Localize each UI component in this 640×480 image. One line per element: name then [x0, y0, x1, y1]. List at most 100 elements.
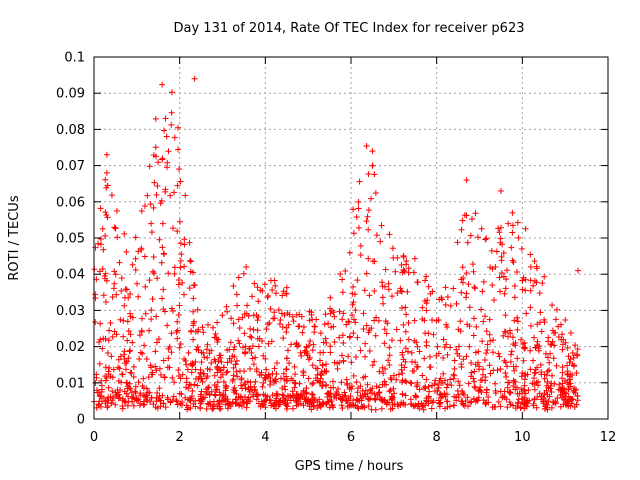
data-point [549, 372, 556, 379]
data-point [282, 386, 289, 393]
data-point [296, 380, 303, 387]
data-point [436, 399, 443, 406]
data-point [518, 386, 525, 393]
data-point [372, 406, 379, 413]
data-point [441, 405, 448, 412]
data-point [187, 258, 194, 265]
data-point [504, 267, 511, 274]
data-point [310, 341, 317, 348]
y-tick-label: 0.09 [56, 87, 85, 102]
data-point [364, 213, 371, 220]
data-point [113, 391, 120, 398]
data-point [421, 355, 428, 362]
data-point [423, 338, 430, 345]
data-point [409, 368, 416, 375]
data-point [108, 353, 115, 360]
data-point [541, 405, 548, 412]
data-point [474, 359, 481, 366]
data-point [458, 276, 465, 283]
data-point [111, 280, 118, 287]
data-point [371, 258, 378, 265]
data-point [514, 399, 521, 406]
data-point [444, 351, 451, 358]
data-point [200, 350, 207, 357]
data-point [517, 404, 524, 411]
data-point [133, 396, 140, 403]
data-point [400, 252, 407, 259]
data-point [398, 305, 405, 312]
data-point [174, 182, 181, 189]
data-point [495, 398, 502, 405]
data-point [197, 396, 204, 403]
data-point [242, 343, 249, 350]
data-point [159, 81, 166, 88]
data-point [135, 293, 142, 300]
data-point [165, 355, 172, 362]
data-point [508, 244, 515, 251]
data-point [175, 146, 182, 153]
data-point [390, 254, 397, 261]
data-point [402, 304, 409, 311]
data-point [267, 305, 274, 312]
data-point [519, 370, 526, 377]
data-point [350, 283, 357, 290]
data-point [363, 270, 370, 277]
data-point [280, 392, 287, 399]
data-point [254, 284, 261, 291]
data-point [338, 396, 345, 403]
data-point [523, 310, 530, 317]
data-point [414, 343, 421, 350]
y-tick-label: 0.08 [56, 123, 85, 138]
data-point [255, 298, 262, 305]
data-point [547, 382, 554, 389]
data-point [532, 344, 539, 351]
data-point [187, 405, 194, 412]
data-point [273, 359, 280, 366]
data-point [434, 343, 441, 350]
data-point [294, 343, 301, 350]
data-point [508, 348, 515, 355]
data-point [499, 394, 506, 401]
data-point [407, 396, 414, 403]
data-point [210, 324, 217, 331]
data-point [508, 351, 515, 358]
data-point [182, 357, 189, 364]
data-point [371, 391, 378, 398]
data-point [420, 402, 427, 409]
data-point [385, 286, 392, 293]
data-point [175, 311, 182, 318]
data-point [501, 328, 508, 335]
data-point [355, 224, 362, 231]
data-point [247, 333, 254, 340]
data-point [271, 309, 278, 316]
data-point [297, 349, 304, 356]
data-point [397, 285, 404, 292]
data-point [155, 336, 162, 343]
data-point [157, 371, 164, 378]
data-point [253, 396, 260, 403]
data-point [178, 391, 185, 398]
data-point [520, 274, 527, 281]
data-point [121, 302, 128, 309]
data-point [119, 395, 126, 402]
data-point [555, 323, 562, 330]
data-point [250, 361, 257, 368]
data-point [129, 398, 136, 405]
data-point [181, 236, 188, 243]
data-point [138, 208, 145, 215]
data-point [463, 212, 470, 219]
data-point [112, 225, 119, 232]
data-point [100, 292, 107, 299]
data-point [527, 366, 534, 373]
data-point [405, 336, 412, 343]
data-point [152, 144, 159, 151]
data-point [330, 384, 337, 391]
data-point [323, 361, 330, 368]
axis-ticks [93, 56, 609, 420]
data-point [123, 366, 130, 373]
data-point [386, 344, 393, 351]
data-point [423, 376, 430, 383]
data-point [509, 334, 516, 341]
data-point [355, 405, 362, 412]
data-point [365, 395, 372, 402]
